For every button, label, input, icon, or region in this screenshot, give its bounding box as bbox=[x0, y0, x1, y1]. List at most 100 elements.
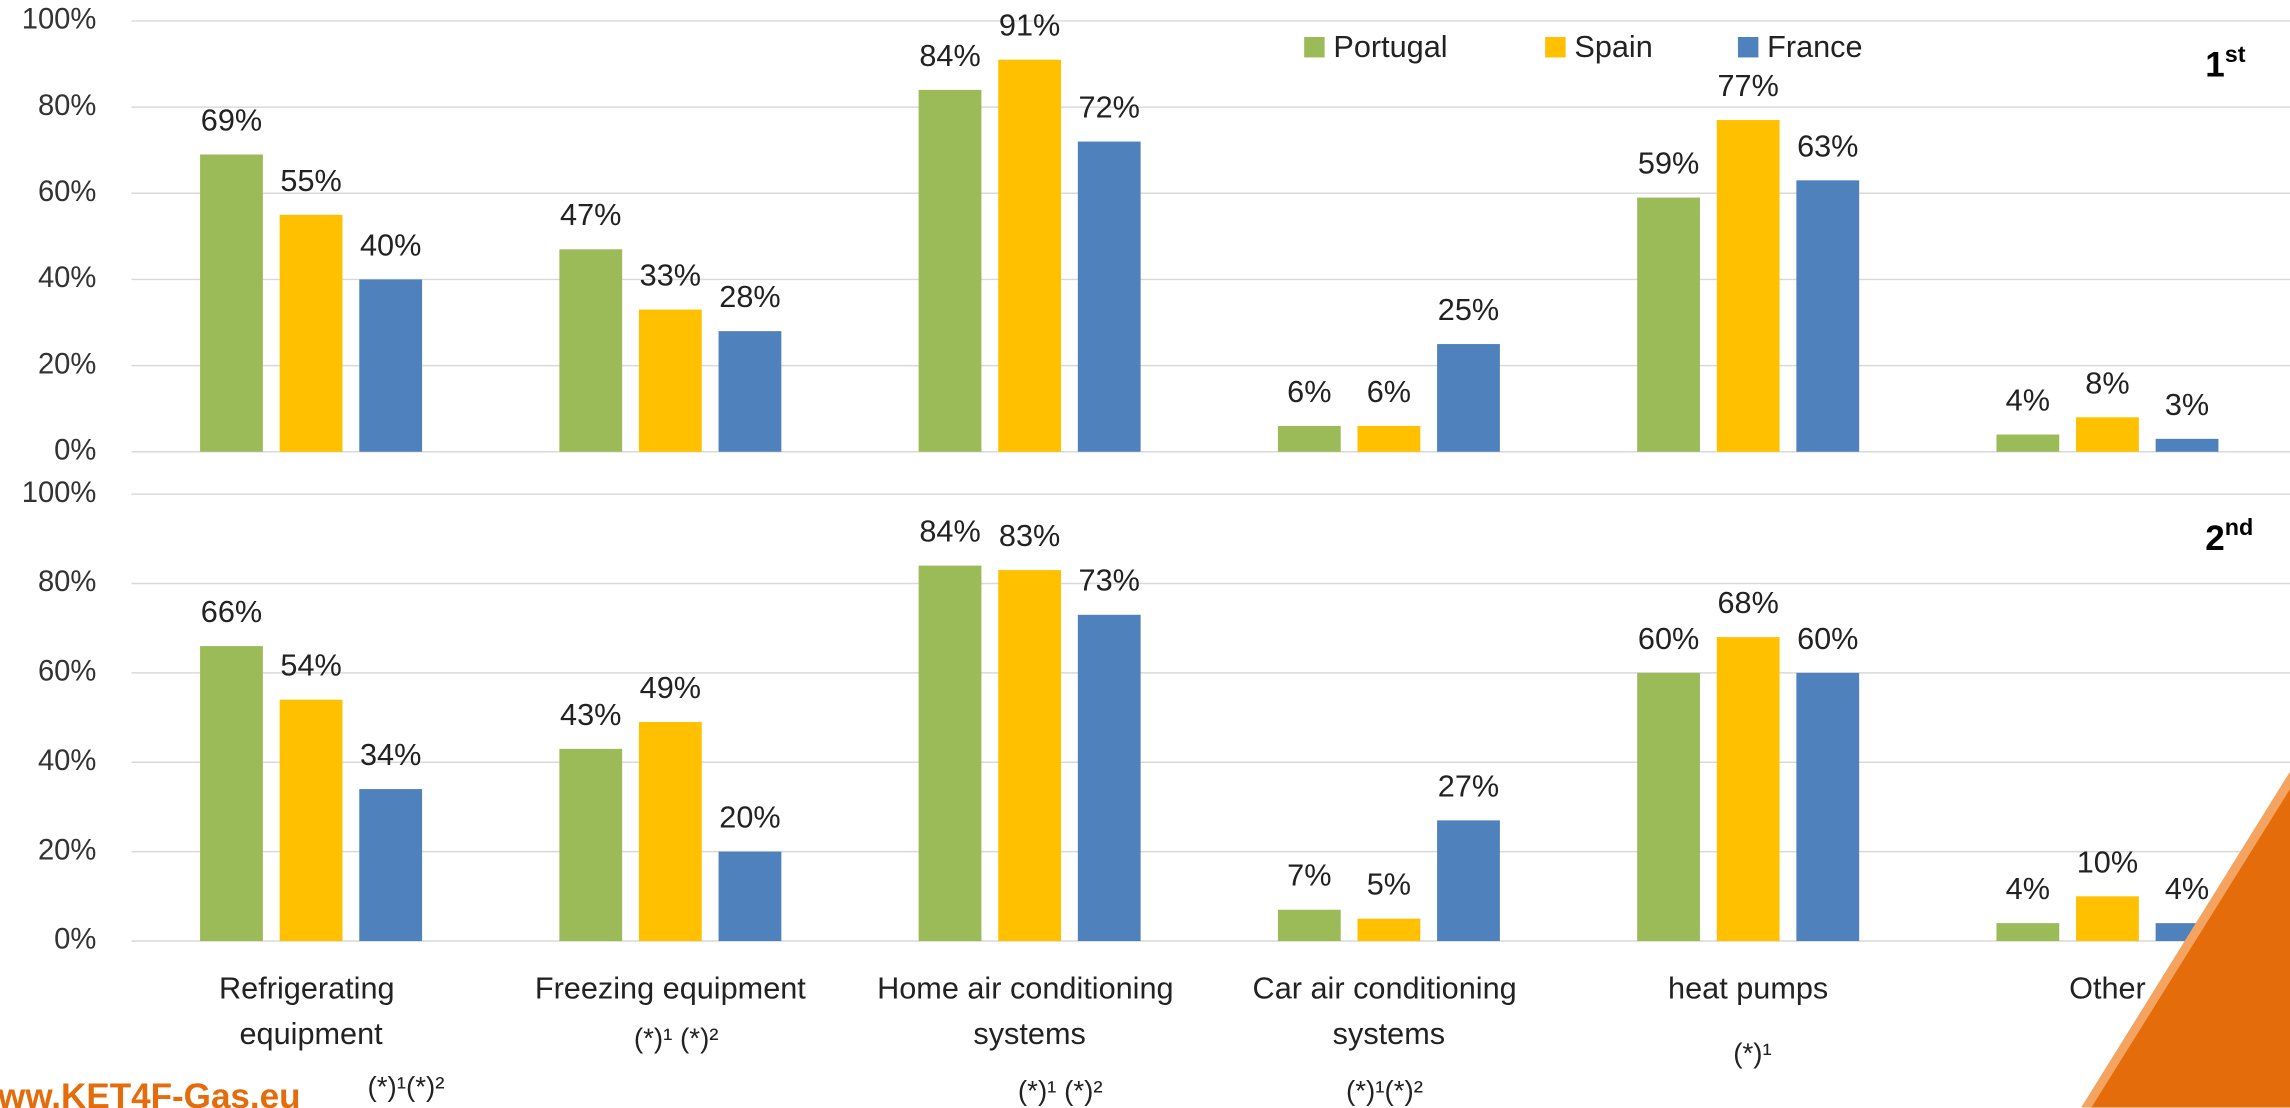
bar bbox=[1996, 434, 2060, 452]
value-label: 47% bbox=[560, 198, 621, 232]
value-label: 59% bbox=[1638, 147, 1699, 181]
bar bbox=[359, 279, 423, 452]
bar bbox=[559, 249, 623, 452]
x-tick-label: Other bbox=[2069, 972, 2146, 1006]
x-tick-line: equipment bbox=[239, 1017, 383, 1051]
bar bbox=[1357, 425, 1421, 452]
value-label: 72% bbox=[1079, 91, 1140, 125]
legend-label: France bbox=[1767, 30, 1862, 64]
panel-number: 1 bbox=[2205, 46, 2224, 85]
value-label: 63% bbox=[1797, 129, 1858, 163]
bar bbox=[200, 646, 263, 942]
bar bbox=[1277, 425, 1341, 452]
x-tick-label: Home air conditioning systems bbox=[877, 972, 1182, 1051]
value-label: 10% bbox=[2077, 845, 2138, 879]
panel-number: 2 bbox=[2205, 519, 2224, 558]
bar bbox=[918, 89, 982, 452]
y-tick-label: 40% bbox=[38, 745, 96, 777]
value-label: 4% bbox=[2006, 383, 2050, 417]
bar bbox=[1796, 180, 1860, 452]
panel-suffix: nd bbox=[2225, 514, 2254, 540]
x-tick-label: Freezing equipment bbox=[535, 972, 806, 1006]
bar bbox=[2076, 896, 2139, 942]
bar bbox=[279, 699, 343, 942]
bar bbox=[718, 851, 782, 942]
bar bbox=[1637, 672, 1700, 942]
bar bbox=[638, 722, 702, 942]
value-label: 60% bbox=[1797, 622, 1858, 656]
bar bbox=[1637, 197, 1700, 452]
value-label: 3% bbox=[2165, 388, 2209, 422]
value-label: 60% bbox=[1638, 622, 1699, 656]
bar bbox=[1716, 120, 1780, 452]
bar bbox=[1996, 923, 2060, 942]
value-label: 7% bbox=[1287, 859, 1331, 893]
x-tick-label: Car air conditioning systems bbox=[1253, 972, 1526, 1051]
value-label: 84% bbox=[919, 39, 980, 73]
value-label: 84% bbox=[919, 515, 980, 549]
value-label: 55% bbox=[280, 164, 341, 198]
bar bbox=[1277, 909, 1341, 942]
y-tick-label: 0% bbox=[54, 434, 96, 466]
bar bbox=[638, 309, 702, 452]
bar bbox=[559, 748, 623, 942]
value-label: 4% bbox=[2165, 872, 2209, 906]
y-tick-label: 60% bbox=[38, 656, 96, 688]
x-tick-label: Refrigerating equipment bbox=[219, 972, 403, 1051]
panel-suffix: st bbox=[2225, 41, 2246, 67]
value-label: 25% bbox=[1438, 293, 1499, 327]
bar bbox=[1077, 614, 1141, 942]
value-label: 40% bbox=[360, 228, 421, 262]
bar bbox=[200, 154, 263, 452]
value-label: 34% bbox=[360, 738, 421, 772]
x-tick-line: Freezing equipment bbox=[535, 972, 806, 1006]
legend-swatch bbox=[1737, 36, 1759, 58]
bar bbox=[2155, 438, 2219, 452]
x-tick-line: heat pumps bbox=[1668, 972, 1828, 1006]
value-label: 77% bbox=[1717, 69, 1778, 103]
value-label: 66% bbox=[201, 595, 262, 629]
legend-label: Spain bbox=[1574, 30, 1652, 64]
value-label: 73% bbox=[1079, 564, 1140, 598]
footnote: (*)¹ (*)² bbox=[1018, 1075, 1103, 1106]
legend-swatch bbox=[1304, 36, 1325, 58]
y-tick-label: 100% bbox=[22, 4, 97, 36]
legend-label: Portugal bbox=[1333, 30, 1447, 64]
y-tick-label: 40% bbox=[38, 262, 96, 294]
value-label: 68% bbox=[1717, 586, 1778, 620]
value-label: 33% bbox=[640, 259, 701, 293]
footnote: (*)¹(*)² bbox=[1346, 1075, 1423, 1106]
bar bbox=[359, 789, 423, 942]
bar bbox=[1716, 637, 1780, 942]
value-label: 49% bbox=[640, 671, 701, 705]
value-label: 8% bbox=[2085, 366, 2129, 400]
x-tick-label: heat pumps bbox=[1668, 972, 1828, 1006]
y-tick-label: 20% bbox=[38, 348, 96, 380]
y-tick-label: 80% bbox=[38, 90, 96, 122]
y-tick-label: 0% bbox=[54, 924, 96, 956]
y-tick-label: 60% bbox=[38, 176, 96, 208]
x-tick-line: systems bbox=[973, 1017, 1085, 1051]
panel-label: 1st bbox=[2205, 41, 2245, 85]
bar bbox=[1077, 141, 1141, 452]
footnote: (*)¹ (*)² bbox=[634, 1023, 719, 1054]
bar bbox=[998, 59, 1062, 452]
panel-label: 2nd bbox=[2205, 514, 2253, 558]
bar bbox=[1357, 918, 1421, 942]
footnote: (*)¹ bbox=[1733, 1037, 1772, 1068]
y-tick-label: 80% bbox=[38, 566, 96, 598]
value-label: 6% bbox=[1287, 375, 1331, 409]
y-tick-label: 20% bbox=[38, 834, 96, 866]
bar bbox=[279, 214, 343, 452]
value-label: 5% bbox=[1367, 868, 1411, 902]
x-tick-line: Refrigerating bbox=[219, 972, 403, 1006]
bar bbox=[918, 565, 982, 942]
x-tick-line: Car air conditioning bbox=[1253, 972, 1526, 1006]
value-label: 6% bbox=[1367, 375, 1411, 409]
legend-swatch bbox=[1545, 36, 1566, 58]
value-label: 69% bbox=[201, 103, 262, 137]
value-label: 83% bbox=[999, 519, 1060, 553]
x-tick-line: Home air conditioning bbox=[877, 972, 1182, 1006]
